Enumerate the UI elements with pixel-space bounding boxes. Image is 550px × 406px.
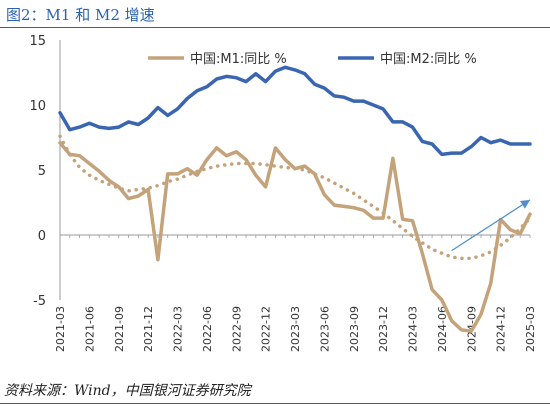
trend-arrow-line xyxy=(451,199,531,252)
x-tick-label: 2024-03 xyxy=(407,306,420,352)
x-tick-label: 2021-06 xyxy=(83,306,96,352)
annotations xyxy=(451,199,531,252)
x-tick-label: 2025-03 xyxy=(524,306,537,352)
series-group xyxy=(58,65,532,333)
x-tick-label: 2023-06 xyxy=(318,306,331,352)
y-axis: -5 0 5 10 15 xyxy=(29,34,61,309)
y-tick-label: 0 xyxy=(38,229,46,244)
x-tick-label: 2024-06 xyxy=(436,306,449,352)
y-tick-label: -5 xyxy=(33,294,46,309)
x-tick-label: 2022-03 xyxy=(172,306,185,352)
x-tick-label: 2024-12 xyxy=(495,306,508,352)
source-note: 资料来源：Wind，中国银河证券研究院 xyxy=(4,383,251,399)
legend-label-m2: 中国:M2:同比 % xyxy=(380,52,477,67)
legend-label-m1: 中国:M1:同比 % xyxy=(190,52,287,67)
y-tick-label: 15 xyxy=(29,34,46,49)
legend: 中国:M1:同比 % 中国:M2:同比 % xyxy=(148,52,477,67)
bottom-divider xyxy=(0,403,550,404)
x-tick-label: 2022-09 xyxy=(230,306,243,352)
y-tick-label: 10 xyxy=(29,99,46,114)
x-axis: 2021-03 2021-06 2021-09 2021-12 2022-03 2022-… xyxy=(54,234,537,352)
y-tick-label: 5 xyxy=(38,164,46,179)
x-tick-label: 2021-12 xyxy=(142,306,155,352)
title-divider xyxy=(0,27,550,28)
x-tick-label: 2021-09 xyxy=(113,306,126,352)
x-tick-label: 2021-03 xyxy=(54,306,67,352)
x-tick-label: 2023-12 xyxy=(377,306,390,352)
trend-arrow-head xyxy=(519,199,530,209)
x-tick-label: 2023-09 xyxy=(348,306,361,352)
x-tick-label: 2022-12 xyxy=(260,306,273,352)
m1-line xyxy=(58,140,532,333)
figure-title: 图2：M1 和 M2 增速 xyxy=(6,6,155,24)
m2-line xyxy=(58,65,532,157)
x-tick-label: 2022-06 xyxy=(201,306,214,352)
x-tick-label: 2023-03 xyxy=(289,306,302,352)
